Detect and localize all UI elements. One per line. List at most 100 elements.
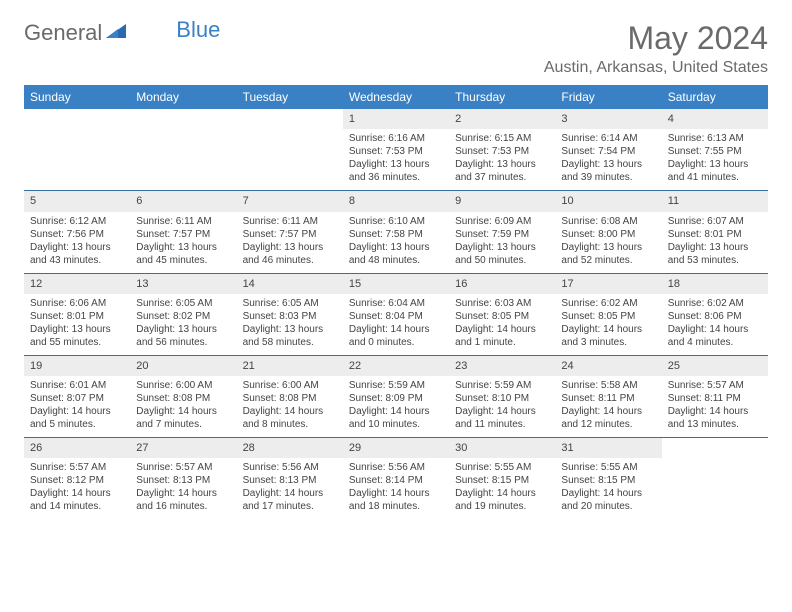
day-cell: 27Sunrise: 5:57 AMSunset: 8:13 PMDayligh… (130, 438, 236, 519)
daylight-text: and 4 minutes. (668, 336, 762, 349)
daylight-text: and 52 minutes. (561, 254, 655, 267)
daylight-text: Daylight: 14 hours (30, 405, 124, 418)
daylight-text: and 1 minute. (455, 336, 549, 349)
day-cell: 11Sunrise: 6:07 AMSunset: 8:01 PMDayligh… (662, 191, 768, 272)
sunrise-text: Sunrise: 5:56 AM (349, 461, 443, 474)
daylight-text: Daylight: 13 hours (561, 241, 655, 254)
daylight-text: and 43 minutes. (30, 254, 124, 267)
daylight-text: and 10 minutes. (349, 418, 443, 431)
week-row: 26Sunrise: 5:57 AMSunset: 8:12 PMDayligh… (24, 438, 768, 519)
daylight-text: Daylight: 14 hours (349, 487, 443, 500)
day-number: 12 (24, 274, 130, 294)
daylight-text: and 0 minutes. (349, 336, 443, 349)
week-row: 19Sunrise: 6:01 AMSunset: 8:07 PMDayligh… (24, 356, 768, 438)
sunrise-text: Sunrise: 6:04 AM (349, 297, 443, 310)
day-number: 4 (662, 109, 768, 129)
day-cell: 22Sunrise: 5:59 AMSunset: 8:09 PMDayligh… (343, 356, 449, 437)
daylight-text: Daylight: 14 hours (136, 405, 230, 418)
daylight-text: Daylight: 13 hours (136, 323, 230, 336)
sunset-text: Sunset: 8:10 PM (455, 392, 549, 405)
header-friday: Friday (555, 85, 661, 109)
logo-general: General (24, 20, 102, 46)
sunset-text: Sunset: 8:12 PM (30, 474, 124, 487)
day-number: 7 (237, 191, 343, 211)
sunrise-text: Sunrise: 6:08 AM (561, 215, 655, 228)
month-year: May 2024 (544, 20, 768, 57)
sunset-text: Sunset: 8:13 PM (136, 474, 230, 487)
sunrise-text: Sunrise: 5:56 AM (243, 461, 337, 474)
day-cell: 31Sunrise: 5:55 AMSunset: 8:15 PMDayligh… (555, 438, 661, 519)
daylight-text: and 13 minutes. (668, 418, 762, 431)
daylight-text: Daylight: 13 hours (349, 158, 443, 171)
day-cell: 24Sunrise: 5:58 AMSunset: 8:11 PMDayligh… (555, 356, 661, 437)
sunrise-text: Sunrise: 6:02 AM (668, 297, 762, 310)
day-cell: 2 Sunrise: 6:15 AMSunset: 7:53 PMDaylight… (449, 109, 555, 190)
day-number: 6 (130, 191, 236, 211)
daylight-text: Daylight: 13 hours (30, 323, 124, 336)
sunset-text: Sunset: 8:04 PM (349, 310, 443, 323)
day-number: 24 (555, 356, 661, 376)
day-number: 23 (449, 356, 555, 376)
day-cell: 3Sunrise: 6:14 AMSunset: 7:54 PMDaylight… (555, 109, 661, 190)
sunrise-text: Sunrise: 6:00 AM (136, 379, 230, 392)
day-cell: 12Sunrise: 6:06 AMSunset: 8:01 PMDayligh… (24, 274, 130, 355)
week-row: 12Sunrise: 6:06 AMSunset: 8:01 PMDayligh… (24, 274, 768, 356)
sunset-text: Sunset: 7:57 PM (243, 228, 337, 241)
daylight-text: Daylight: 14 hours (668, 323, 762, 336)
day-cell: 20Sunrise: 6:00 AMSunset: 8:08 PMDayligh… (130, 356, 236, 437)
week-row: ...1Sunrise: 6:16 AMSunset: 7:53 PMDayli… (24, 109, 768, 191)
day-cell: 30Sunrise: 5:55 AMSunset: 8:15 PMDayligh… (449, 438, 555, 519)
daylight-text: and 41 minutes. (668, 171, 762, 184)
day-number: 13 (130, 274, 236, 294)
day-cell: 28Sunrise: 5:56 AMSunset: 8:13 PMDayligh… (237, 438, 343, 519)
sunset-text: Sunset: 7:57 PM (136, 228, 230, 241)
daylight-text: Daylight: 14 hours (668, 405, 762, 418)
daylight-text: and 17 minutes. (243, 500, 337, 513)
day-number: 14 (237, 274, 343, 294)
day-cell: 23Sunrise: 5:59 AMSunset: 8:10 PMDayligh… (449, 356, 555, 437)
day-number: 30 (449, 438, 555, 458)
daylight-text: Daylight: 14 hours (30, 487, 124, 500)
daylight-text: and 12 minutes. (561, 418, 655, 431)
sunset-text: Sunset: 7:59 PM (455, 228, 549, 241)
sunset-text: Sunset: 7:58 PM (349, 228, 443, 241)
sunrise-text: Sunrise: 6:01 AM (30, 379, 124, 392)
location: Austin, Arkansas, United States (544, 59, 768, 77)
daylight-text: Daylight: 13 hours (30, 241, 124, 254)
sunrise-text: Sunrise: 5:59 AM (349, 379, 443, 392)
day-number: 21 (237, 356, 343, 376)
daylight-text: and 50 minutes. (455, 254, 549, 267)
day-number: 8 (343, 191, 449, 211)
sunrise-text: Sunrise: 6:03 AM (455, 297, 549, 310)
day-cell: 17Sunrise: 6:02 AMSunset: 8:05 PMDayligh… (555, 274, 661, 355)
day-cell: 9Sunrise: 6:09 AMSunset: 7:59 PMDaylight… (449, 191, 555, 272)
day-number: 2 (449, 109, 555, 129)
daylight-text: and 16 minutes. (136, 500, 230, 513)
day-number: 20 (130, 356, 236, 376)
day-headers: Sunday Monday Tuesday Wednesday Thursday… (24, 85, 768, 109)
sunset-text: Sunset: 7:53 PM (455, 145, 549, 158)
day-number: 17 (555, 274, 661, 294)
daylight-text: and 36 minutes. (349, 171, 443, 184)
sunrise-text: Sunrise: 6:05 AM (136, 297, 230, 310)
daylight-text: Daylight: 13 hours (243, 241, 337, 254)
day-cell: 25Sunrise: 5:57 AMSunset: 8:11 PMDayligh… (662, 356, 768, 437)
sunset-text: Sunset: 7:56 PM (30, 228, 124, 241)
daylight-text: and 19 minutes. (455, 500, 549, 513)
daylight-text: Daylight: 13 hours (455, 158, 549, 171)
sunrise-text: Sunrise: 6:00 AM (243, 379, 337, 392)
daylight-text: and 8 minutes. (243, 418, 337, 431)
daylight-text: Daylight: 13 hours (455, 241, 549, 254)
day-number: 11 (662, 191, 768, 211)
daylight-text: Daylight: 13 hours (668, 158, 762, 171)
daylight-text: and 56 minutes. (136, 336, 230, 349)
sunrise-text: Sunrise: 6:12 AM (30, 215, 124, 228)
logo: General Blue (24, 20, 220, 46)
day-number: 3 (555, 109, 661, 129)
day-number: 5 (24, 191, 130, 211)
sunset-text: Sunset: 8:05 PM (561, 310, 655, 323)
sunrise-text: Sunrise: 6:15 AM (455, 132, 549, 145)
daylight-text: Daylight: 14 hours (136, 487, 230, 500)
day-cell: 18Sunrise: 6:02 AMSunset: 8:06 PMDayligh… (662, 274, 768, 355)
day-cell: 6Sunrise: 6:11 AMSunset: 7:57 PMDaylight… (130, 191, 236, 272)
